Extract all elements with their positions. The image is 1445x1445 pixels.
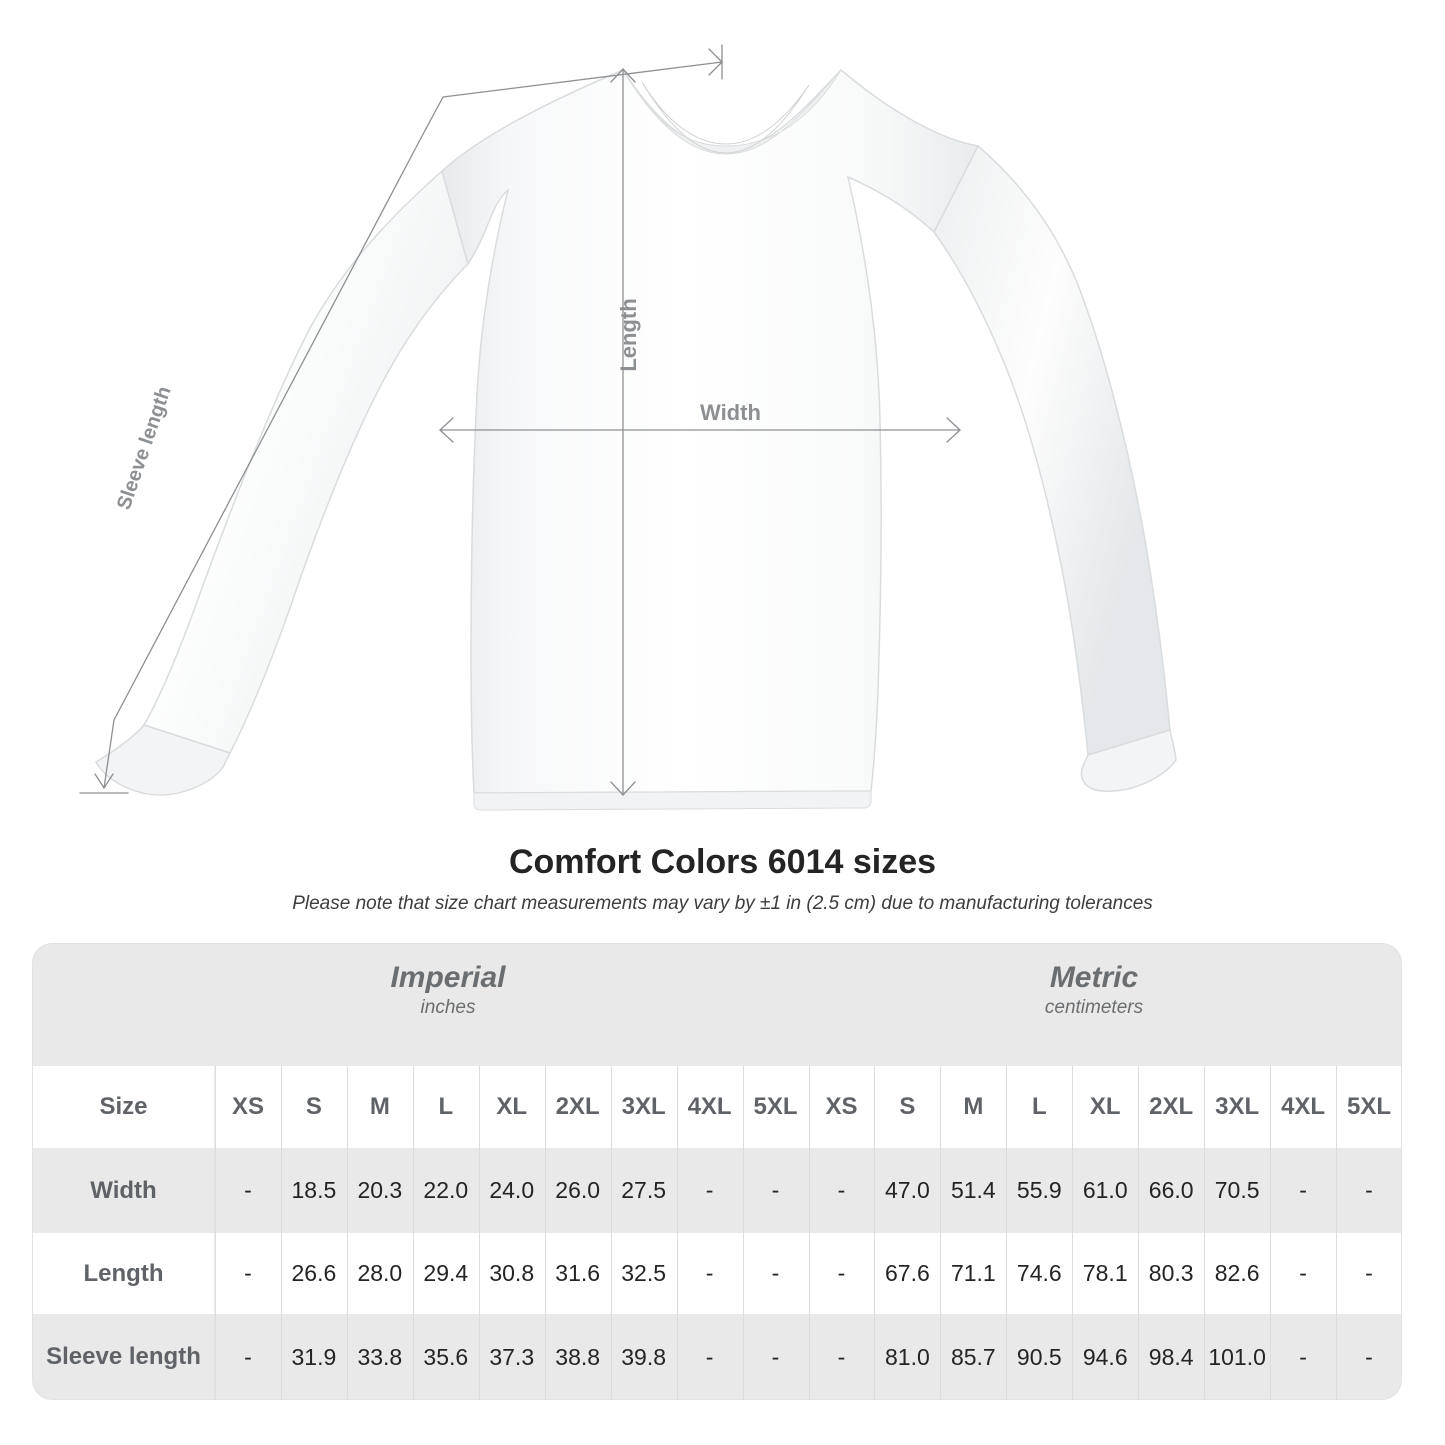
svg-text:Width: Width <box>700 400 761 425</box>
svg-text:Sleeve length: Sleeve length <box>113 384 176 513</box>
svg-text:Length: Length <box>616 298 641 371</box>
